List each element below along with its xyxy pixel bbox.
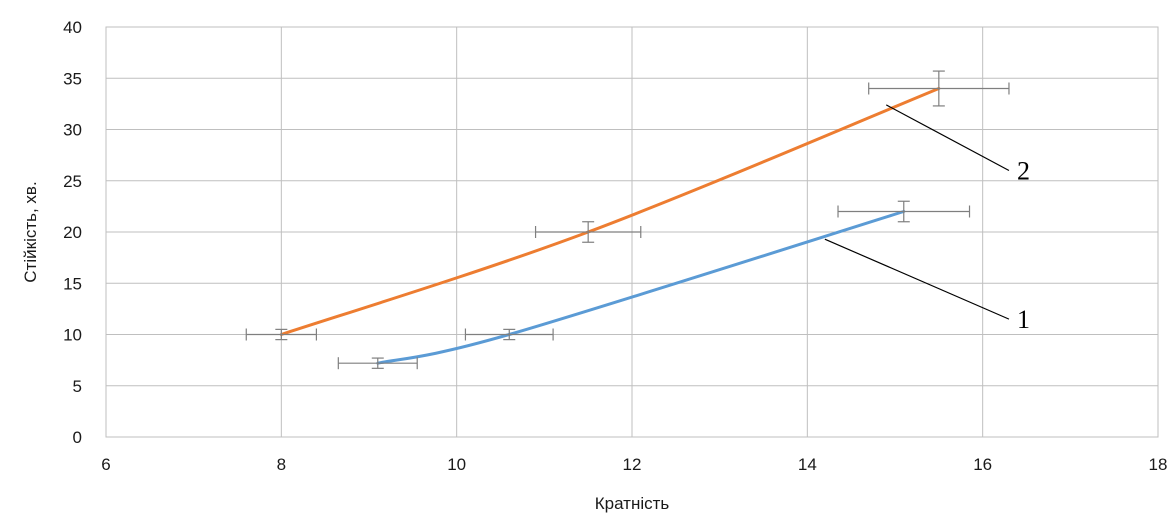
x-axis-ticks: 6 8 10 12 14 16 18 (101, 455, 1167, 474)
callout-1-label: 1 (1017, 305, 1030, 334)
x-tick-label: 10 (447, 455, 466, 474)
annotations-layer: 12 (824, 104, 1030, 334)
grid-lines (105, 26, 1159, 438)
x-tick-label: 12 (623, 455, 642, 474)
callout-1-leader (824, 238, 1010, 320)
y-tick-label: 40 (63, 18, 82, 37)
x-tick-label: 8 (277, 455, 286, 474)
y-tick-label: 30 (63, 121, 82, 140)
series-1-error-bar (337, 357, 418, 370)
y-axis-ticks: 0 5 10 15 20 25 30 35 40 (63, 18, 82, 447)
y-tick-label: 35 (63, 69, 82, 88)
callout-2-label: 2 (1017, 157, 1030, 186)
y-tick-label: 5 (73, 377, 82, 396)
series-2-error-bar (868, 70, 1010, 107)
series-2-error-bar (534, 221, 642, 243)
y-tick-label: 10 (63, 326, 82, 345)
y-tick-label: 20 (63, 223, 82, 242)
axes (105, 26, 1159, 438)
x-tick-label: 14 (798, 455, 817, 474)
plot-frame (105, 26, 1159, 438)
y-axis-title: Стійкість, хв. (21, 181, 40, 282)
error-bars-layer (245, 70, 1010, 370)
callout-2-leader (885, 104, 1010, 172)
series-1-error-bar (837, 200, 971, 223)
y-tick-label: 0 (73, 428, 82, 447)
y-tick-label: 15 (63, 274, 82, 293)
x-tick-label: 18 (1149, 455, 1168, 474)
series-1-error-bar (464, 328, 554, 341)
x-axis-title: Кратність (595, 494, 670, 513)
x-tick-label: 6 (101, 455, 110, 474)
series-1-line (376, 210, 906, 365)
x-tick-label: 16 (973, 455, 992, 474)
series-2-error-bar (245, 328, 317, 341)
y-tick-label: 25 (63, 172, 82, 191)
